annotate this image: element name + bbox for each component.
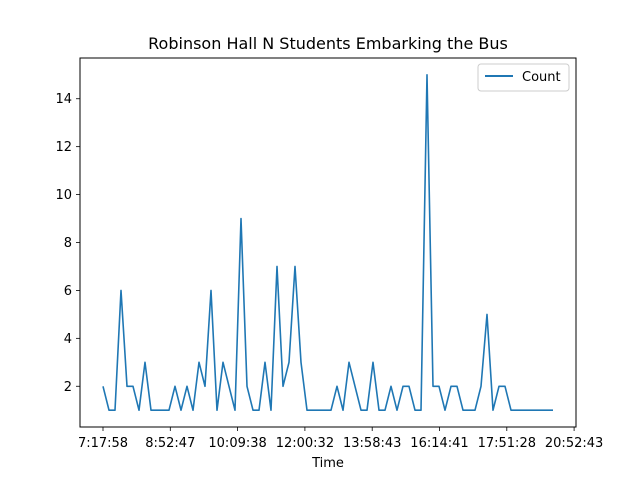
x-tick-label: 7:17:58 [78, 436, 128, 451]
x-axis-label: Time [311, 456, 344, 471]
x-tick-label: 12:00:32 [276, 436, 334, 451]
x-tick-label: 20:52:43 [545, 436, 603, 451]
plot-area [102, 73, 553, 412]
legend-label-count: Count [522, 70, 561, 85]
y-tick-label: 12 [55, 140, 72, 155]
x-tick-label: 17:51:28 [478, 436, 536, 451]
legend: Count [477, 63, 570, 92]
x-tick-label: 16:14:41 [410, 436, 468, 451]
x-tick-label: 10:09:38 [208, 436, 266, 451]
legend-box [477, 63, 570, 92]
y-tick-label: 8 [64, 236, 72, 251]
y-tick-label: 10 [55, 188, 72, 203]
y-tick-label: 2 [64, 380, 72, 395]
x-tick-label: 13:58:43 [343, 436, 401, 451]
series-line-count [102, 73, 553, 412]
y-tick-label: 14 [55, 92, 72, 107]
y-tick-label: 6 [64, 284, 72, 299]
axes: 2 4 6 8 10 12 14 7:17:58 8:52:47 10:09:38 12:00:32… [55, 92, 603, 451]
y-tick-label: 4 [64, 332, 72, 347]
x-tick-label: 8:52:47 [145, 436, 195, 451]
chart-title: Robinson Hall N Students Embarking the B… [148, 34, 508, 53]
plot-frame [79, 57, 577, 428]
